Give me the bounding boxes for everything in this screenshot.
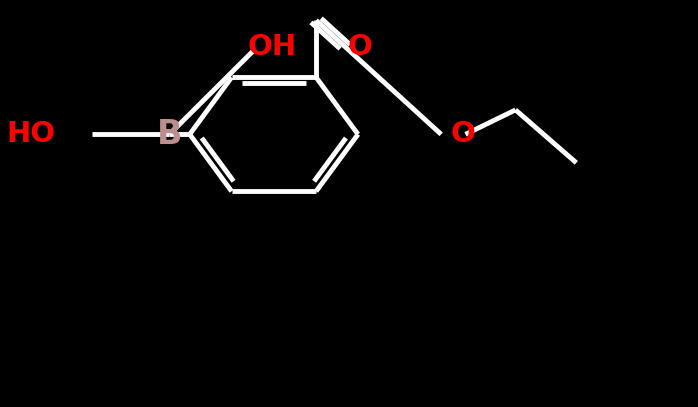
Text: O: O [348,33,373,61]
Text: OH: OH [248,33,297,61]
Text: B: B [156,118,182,151]
Text: O: O [450,120,475,148]
Text: HO: HO [7,120,56,148]
